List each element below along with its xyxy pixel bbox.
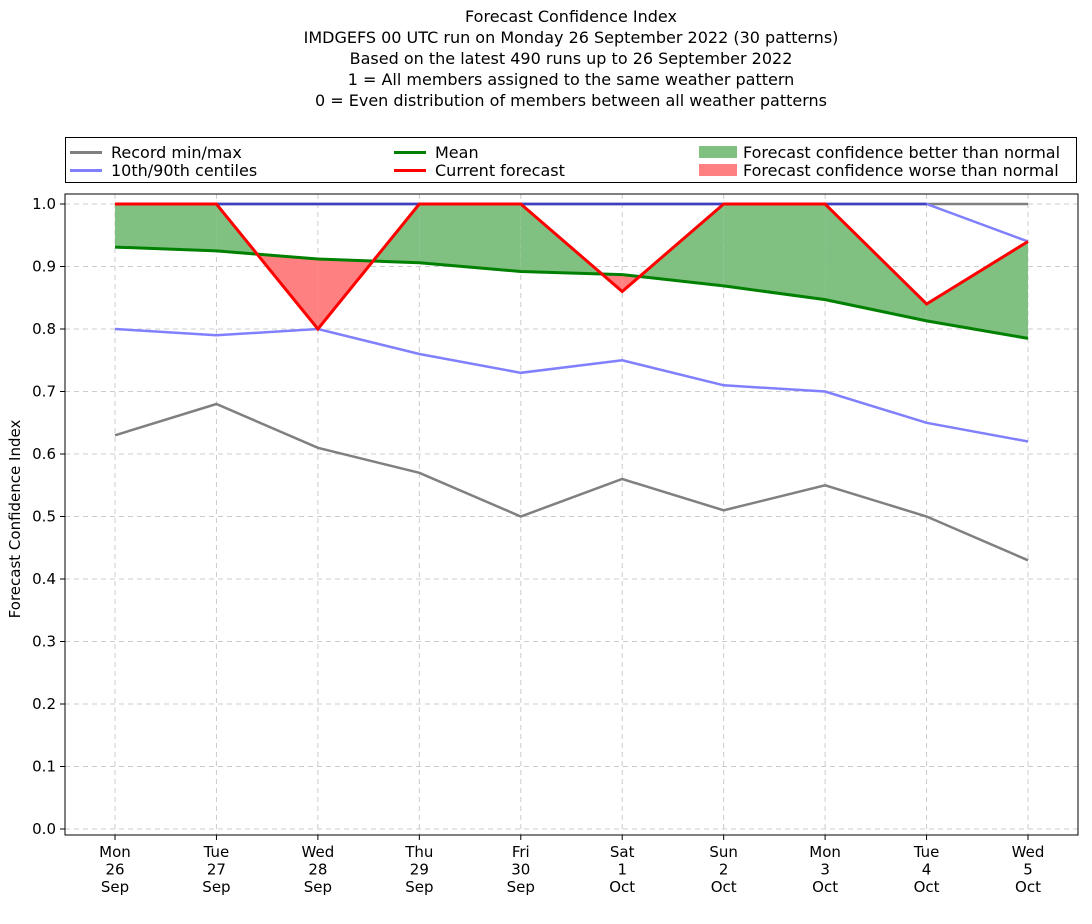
- legend-worse-swatch: [699, 164, 737, 176]
- legend-item-better: Forecast confidence better than normal: [699, 142, 1061, 162]
- y-tick-label: 0.2: [32, 695, 56, 713]
- x-tick-label: Sun: [709, 843, 738, 861]
- y-tick-label: 0.6: [32, 445, 56, 463]
- x-tick-label: Thu: [404, 843, 433, 861]
- centile-10th-line: [114, 327, 1029, 443]
- x-tick-label: Sep: [101, 878, 129, 896]
- current-forecast-line: [115, 202, 1029, 332]
- legend-item-record: Record min/max: [70, 142, 242, 162]
- better-than-normal-area: [926, 241, 1028, 339]
- chart-title-block: Forecast Confidence Index IMDGEFS 00 UTC…: [0, 6, 1092, 111]
- chart-subtitle-run: IMDGEFS 00 UTC run on Monday 26 Septembe…: [303, 28, 839, 47]
- legend-worse-label: Forecast confidence worse than normal: [743, 160, 1059, 180]
- confidence-fill-areas: [115, 204, 1028, 339]
- legend-better-swatch: [699, 146, 737, 158]
- centile-90th-line: [115, 202, 1029, 243]
- x-tick-label: Wed: [1012, 843, 1045, 861]
- record-min-line: [114, 402, 1029, 562]
- x-tick-label: Oct: [1015, 878, 1041, 896]
- chart-title: Forecast Confidence Index: [465, 7, 677, 26]
- x-tick-label: 3: [820, 861, 830, 879]
- legend: Record min/max 10th/90th centiles Mean C…: [65, 137, 1077, 183]
- better-than-normal-area: [825, 204, 927, 321]
- mean-line: [114, 245, 1029, 340]
- x-tick-label: 1: [617, 861, 627, 879]
- legend-record-label: Record min/max: [111, 142, 242, 162]
- y-tick-label: 0.8: [32, 320, 56, 338]
- x-tick-label: Sep: [405, 878, 433, 896]
- better-than-normal-area: [419, 204, 521, 272]
- chart-subtitle-basis: Based on the latest 490 runs up to 26 Se…: [349, 49, 793, 68]
- legend-centiles-swatch: [70, 168, 102, 172]
- legend-record-swatch: [70, 150, 102, 154]
- better-than-normal-area: [639, 204, 724, 286]
- legend-item-current: Current forecast: [394, 160, 565, 180]
- legend-item-centiles: 10th/90th centiles: [70, 160, 258, 180]
- series-lines: [114, 202, 1029, 562]
- x-tick-label: Sep: [507, 878, 535, 896]
- legend-item-mean: Mean: [394, 142, 479, 162]
- grid-lines: [65, 194, 1078, 835]
- x-tick-label: Tue: [913, 843, 940, 861]
- y-axis-label: Forecast Confidence Index: [6, 420, 24, 619]
- axis-ticks: 0.00.10.20.30.40.50.60.70.80.91.0Mon26Se…: [32, 195, 1044, 896]
- legend-mean-label: Mean: [435, 142, 479, 162]
- chart-subtitle-one: 1 = All members assigned to the same wea…: [347, 70, 795, 89]
- x-tick-label: Oct: [914, 878, 940, 896]
- legend-current-swatch: [394, 168, 426, 172]
- legend-mean-swatch: [394, 150, 426, 154]
- x-tick-label: Sat: [610, 843, 635, 861]
- legend-item-worse: Forecast confidence worse than normal: [699, 160, 1059, 180]
- x-tick-label: Fri: [512, 843, 530, 861]
- plot-frame: [64, 193, 1079, 836]
- x-tick-label: 29: [410, 861, 429, 879]
- chart-subtitle-zero: 0 = Even distribution of members between…: [314, 91, 828, 110]
- y-tick-label: 0.5: [32, 508, 56, 526]
- x-tick-label: Oct: [609, 878, 635, 896]
- x-tick-label: 4: [922, 861, 932, 879]
- y-tick-label: 0.1: [32, 758, 56, 776]
- x-tick-label: Oct: [711, 878, 737, 896]
- better-than-normal-area: [723, 204, 826, 300]
- x-tick-label: 30: [511, 861, 530, 879]
- x-tick-label: Oct: [812, 878, 838, 896]
- x-tick-label: 5: [1023, 861, 1033, 879]
- x-tick-label: Tue: [203, 843, 230, 861]
- y-tick-label: 0.3: [32, 633, 56, 651]
- legend-current-label: Current forecast: [435, 160, 565, 180]
- x-tick-label: 27: [207, 861, 226, 879]
- x-tick-label: Mon: [809, 843, 841, 861]
- x-tick-label: Sep: [202, 878, 230, 896]
- y-tick-label: 1.0: [32, 195, 56, 213]
- x-tick-label: 28: [308, 861, 327, 879]
- y-tick-label: 0.0: [32, 820, 56, 838]
- x-tick-label: 2: [719, 861, 729, 879]
- x-tick-label: Mon: [99, 843, 131, 861]
- y-tick-label: 0.7: [32, 383, 56, 401]
- x-tick-label: 26: [105, 861, 124, 879]
- legend-better-label: Forecast confidence better than normal: [743, 142, 1061, 162]
- better-than-normal-area: [115, 204, 217, 251]
- y-tick-label: 0.9: [32, 258, 56, 276]
- x-tick-label: Sep: [304, 878, 332, 896]
- x-tick-label: Wed: [302, 843, 335, 861]
- legend-centiles-label: 10th/90th centiles: [111, 160, 258, 180]
- y-tick-label: 0.4: [32, 570, 56, 588]
